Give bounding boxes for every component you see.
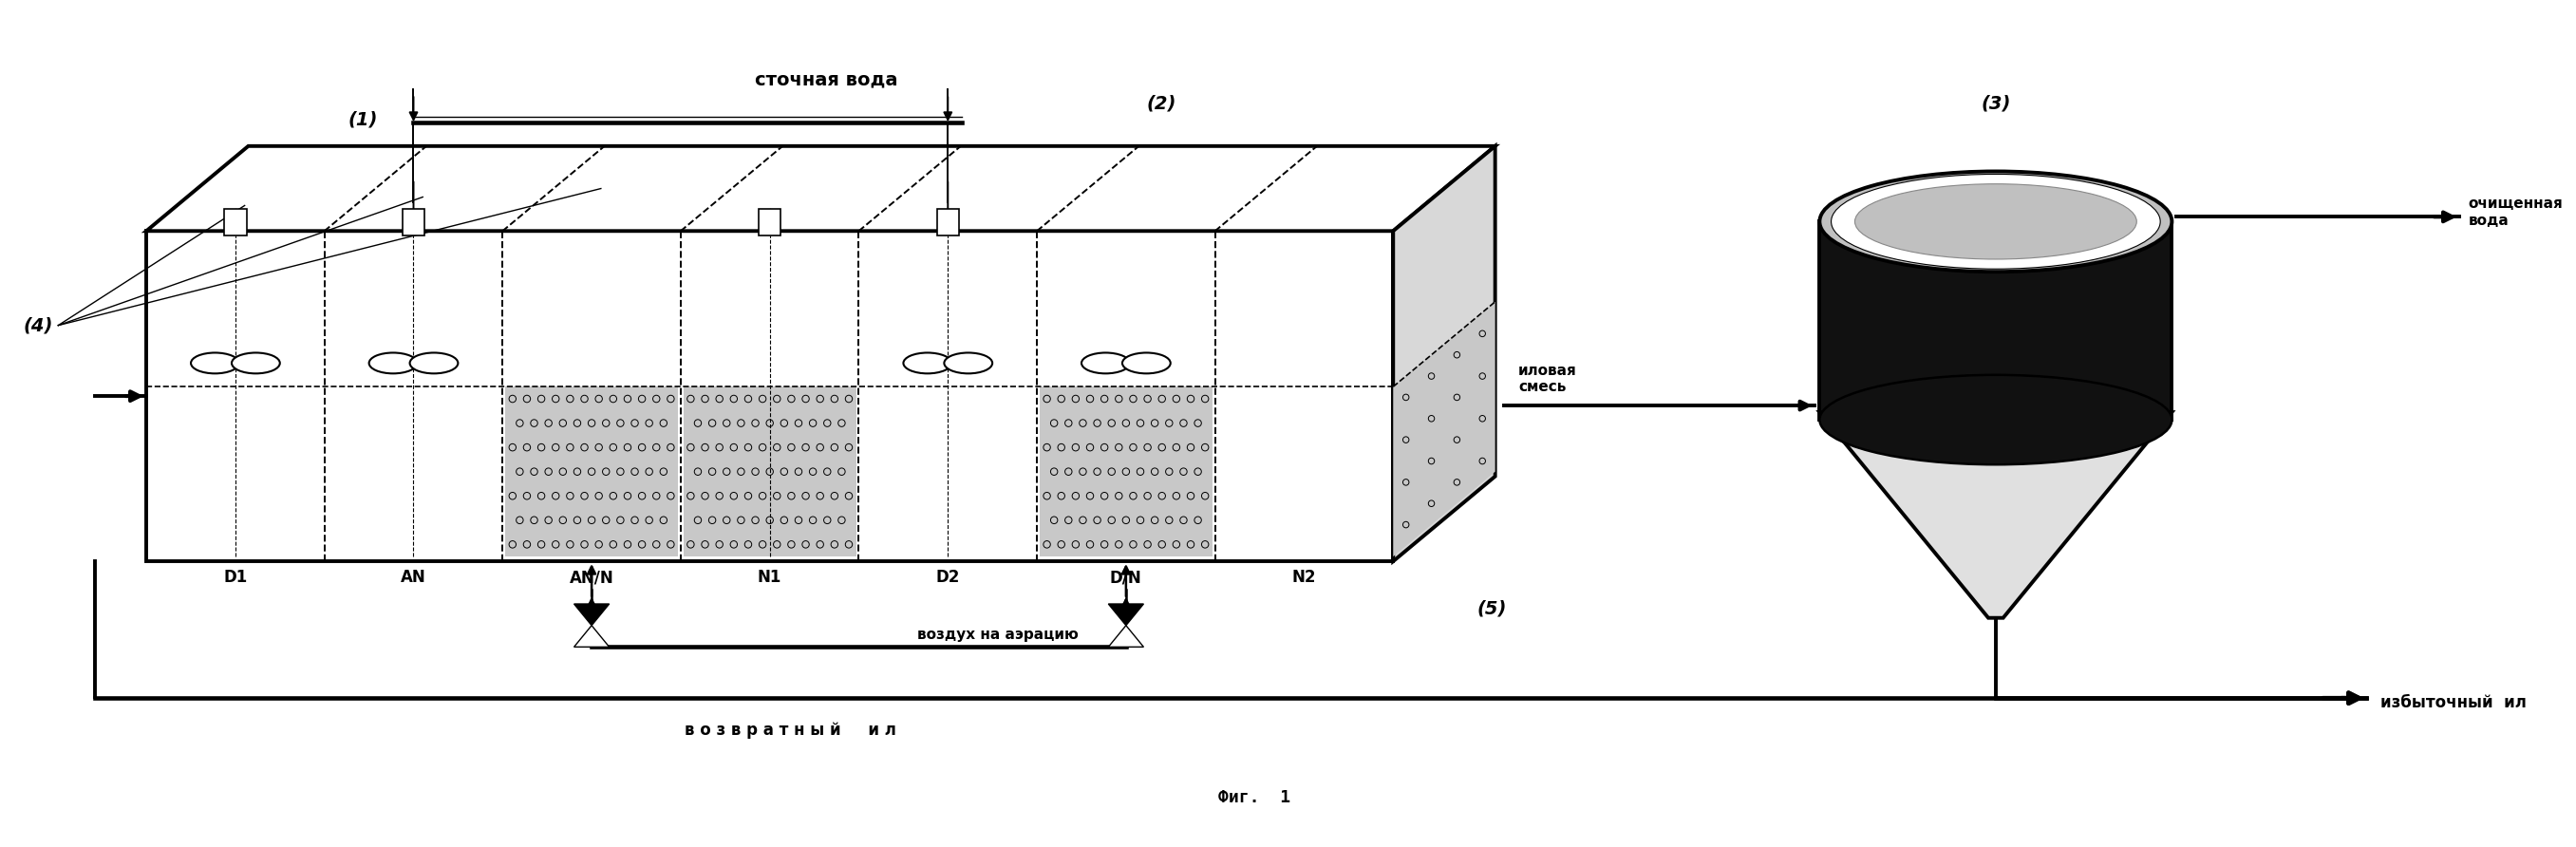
Ellipse shape — [945, 352, 992, 374]
Text: избыточный  ил: избыточный ил — [2380, 695, 2527, 711]
Polygon shape — [147, 146, 1494, 231]
Text: (4): (4) — [23, 316, 52, 335]
Ellipse shape — [232, 352, 281, 374]
Ellipse shape — [1819, 171, 2172, 272]
Ellipse shape — [1832, 174, 2161, 269]
Ellipse shape — [1819, 375, 2172, 464]
Text: очищенная
вода: очищенная вода — [2468, 197, 2563, 228]
Text: (2): (2) — [1146, 95, 1177, 113]
Polygon shape — [1108, 604, 1144, 625]
Polygon shape — [574, 604, 611, 625]
Polygon shape — [574, 625, 611, 647]
Polygon shape — [683, 387, 855, 556]
Ellipse shape — [1082, 352, 1131, 374]
Text: Фиг.  1: Фиг. 1 — [1218, 789, 1291, 805]
Text: в о з в р а т н ы й     и л: в о з в р а т н ы й и л — [685, 722, 896, 739]
Bar — [402, 209, 425, 235]
Polygon shape — [1394, 302, 1494, 556]
Ellipse shape — [191, 352, 240, 374]
Bar — [1819, 222, 2172, 420]
Text: (3): (3) — [1981, 95, 2012, 113]
Polygon shape — [1394, 146, 1494, 562]
Bar — [938, 209, 958, 235]
Bar — [224, 209, 247, 235]
Text: D/N: D/N — [1110, 569, 1141, 586]
Text: иловая
смесь: иловая смесь — [1517, 363, 1577, 394]
Ellipse shape — [904, 352, 951, 374]
Polygon shape — [505, 387, 677, 556]
Ellipse shape — [1123, 352, 1170, 374]
Polygon shape — [1041, 387, 1213, 556]
Ellipse shape — [1855, 184, 2136, 259]
Polygon shape — [147, 231, 1394, 562]
Text: N1: N1 — [757, 569, 781, 586]
Text: воздух на аэрацию: воздух на аэрацию — [917, 628, 1079, 641]
Text: D1: D1 — [224, 569, 247, 586]
Polygon shape — [1819, 412, 2172, 618]
Bar — [757, 209, 781, 235]
Ellipse shape — [410, 352, 459, 374]
Text: N2: N2 — [1293, 569, 1316, 586]
Text: AN/N: AN/N — [569, 569, 613, 586]
Text: сточная вода: сточная вода — [755, 71, 899, 89]
Polygon shape — [1108, 625, 1144, 647]
Text: (5): (5) — [1476, 600, 1507, 617]
Text: D2: D2 — [935, 569, 961, 586]
Ellipse shape — [368, 352, 417, 374]
Text: AN: AN — [402, 569, 425, 586]
Text: (1): (1) — [348, 111, 379, 129]
